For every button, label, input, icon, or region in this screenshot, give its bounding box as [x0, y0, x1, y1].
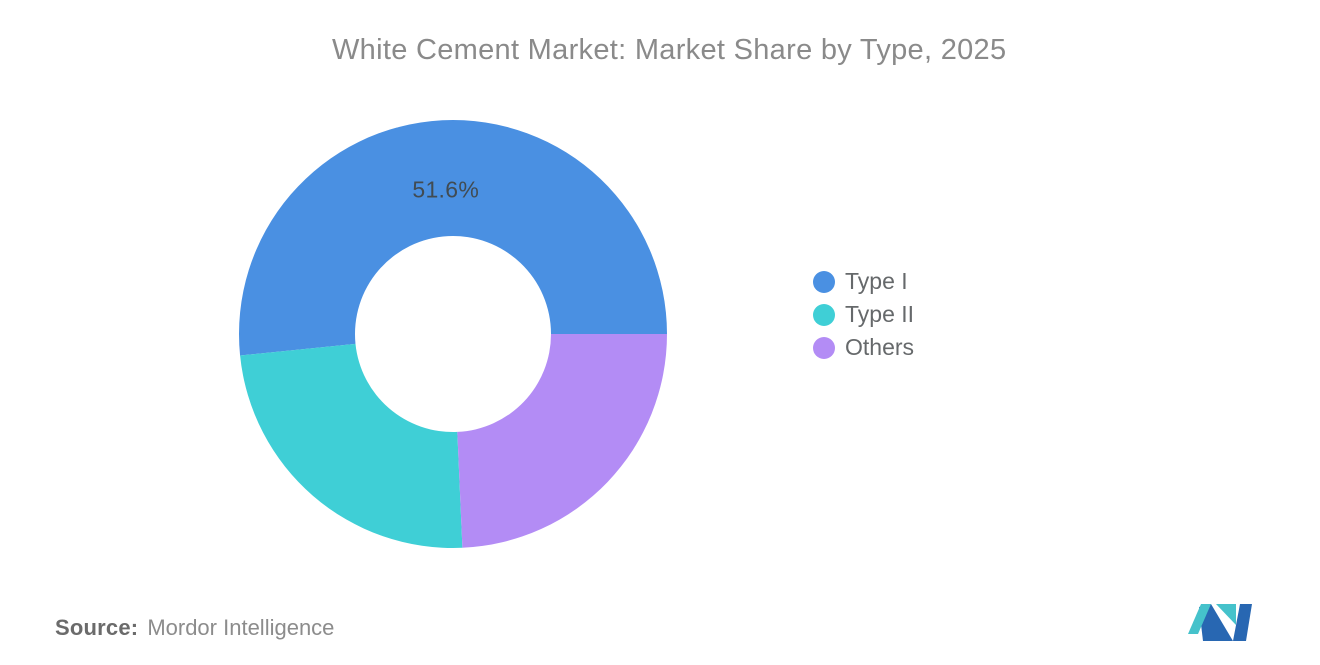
legend-marker-type-i	[813, 270, 835, 293]
legend-label-type-i: Type I	[845, 268, 908, 294]
source-value: Mordor Intelligence	[147, 615, 335, 640]
chart-title: White Cement Market: Market Share by Typ…	[332, 34, 1007, 66]
logo-shape-blue-left	[1199, 604, 1233, 641]
logo-shape-teal-right	[1216, 604, 1236, 625]
legend: Type I Type II Others	[813, 265, 914, 364]
pie-slice-others[interactable]	[457, 334, 667, 548]
logo-shape-blue-right	[1233, 604, 1252, 641]
mordor-intelligence-logo	[1188, 604, 1252, 641]
source-attribution: Source: Mordor Intelligence	[55, 615, 334, 641]
legend-item-type-ii[interactable]: Type II	[813, 298, 914, 331]
source-label: Source:	[55, 615, 139, 640]
pie-slice-type-i[interactable]	[238, 120, 667, 356]
legend-label-type-ii: Type II	[845, 301, 915, 327]
legend-label-others: Others	[845, 334, 915, 360]
legend-marker-type-ii	[813, 303, 835, 326]
legend-marker-others	[813, 336, 835, 359]
pie-slice-type-ii[interactable]	[240, 343, 463, 548]
legend-item-others[interactable]: Others	[813, 331, 914, 364]
logo-shape-teal-left	[1188, 604, 1211, 634]
legend-item-type-i[interactable]: Type I	[813, 265, 914, 298]
